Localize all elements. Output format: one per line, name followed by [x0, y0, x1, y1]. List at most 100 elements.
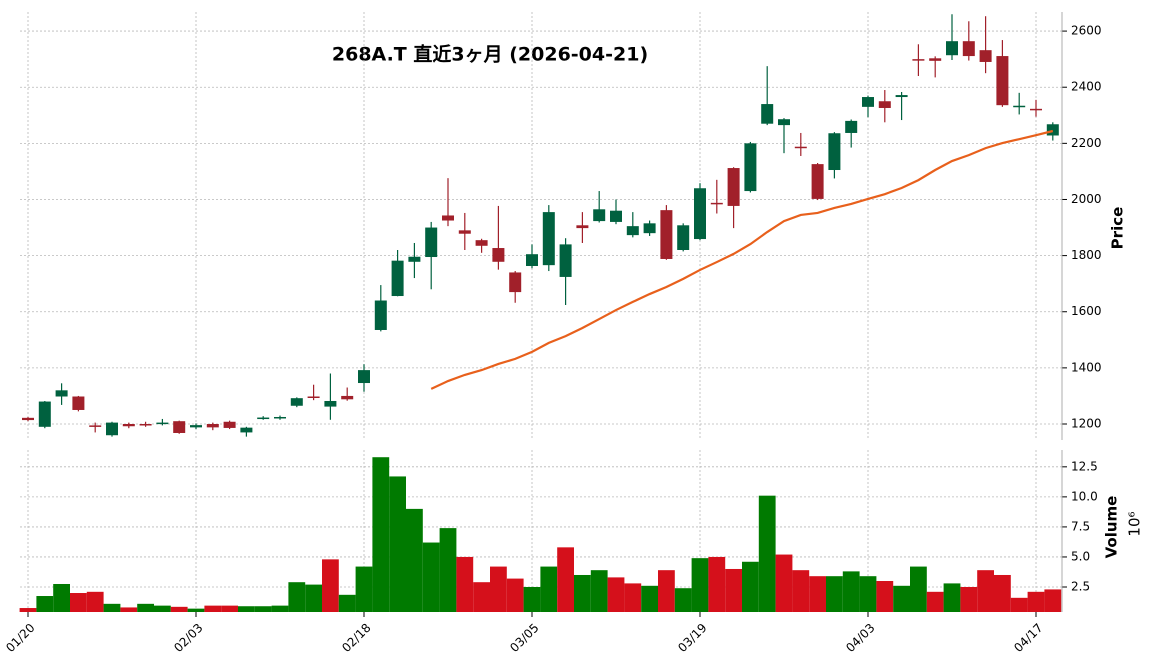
volume-bar [926, 591, 944, 612]
candle-body [677, 225, 690, 250]
candle-body [139, 424, 152, 426]
volume-bar [19, 608, 37, 612]
candle-body [458, 230, 471, 234]
y-tick-label: 1200 [1071, 417, 1102, 431]
y-axis-multiplier: 10⁶ [1126, 511, 1144, 536]
volume-bar [490, 566, 507, 612]
volume-bar [977, 570, 994, 612]
volume-bar [221, 605, 238, 612]
candle-body [811, 164, 824, 199]
volume-bar [792, 570, 810, 612]
y-tick-label: 10.0 [1071, 489, 1098, 503]
candle-body [710, 202, 723, 205]
volume-bar [775, 554, 793, 612]
volume-bar [1010, 597, 1028, 612]
volume-bar [590, 570, 608, 612]
candle-body [391, 260, 404, 297]
volume-bar [725, 568, 742, 612]
volume-bar [557, 547, 574, 612]
y-tick-label: 1600 [1071, 304, 1102, 318]
volume-bar [893, 585, 910, 612]
candle-body [996, 56, 1009, 106]
candle-body [106, 422, 118, 436]
candle-body [862, 97, 874, 107]
y-tick-label: 2000 [1071, 192, 1102, 206]
y-axis-label: Price [1109, 207, 1127, 250]
x-tick-label: 03/05 [507, 621, 541, 655]
volume-bar [53, 583, 70, 612]
volume-bar [70, 593, 87, 612]
candle-body [744, 143, 757, 192]
volume-bar [574, 574, 591, 612]
volume-bar [1027, 591, 1045, 612]
candle-body [946, 41, 958, 56]
y-tick-label: 2400 [1071, 80, 1102, 94]
volume-bar [943, 583, 961, 612]
candle-body [72, 396, 85, 410]
candle-body [509, 272, 522, 293]
candle-body [475, 240, 488, 246]
y-tick-label: 2200 [1071, 136, 1102, 150]
candle-body [912, 59, 925, 61]
volume-bar [238, 606, 255, 612]
volume-bar [154, 605, 171, 612]
candle-body [643, 223, 656, 234]
candle-body [694, 188, 706, 240]
candle-body [156, 422, 169, 425]
candle-body [761, 104, 774, 124]
moving-average-line [430, 129, 1054, 390]
x-tick-label: 02/03 [171, 621, 205, 655]
y-axis-label: Volume [1103, 496, 1121, 559]
volume-bar [1044, 589, 1062, 612]
candle-body [542, 212, 555, 266]
volume-bar [254, 606, 272, 612]
candle-body [290, 398, 303, 406]
x-tick-label: 04/17 [1011, 621, 1045, 655]
volume-bar [994, 574, 1011, 612]
candle-body [257, 417, 270, 420]
candle-body [962, 41, 975, 57]
volume-bar [859, 576, 877, 612]
candle-body [778, 119, 790, 126]
candle-body [593, 209, 606, 222]
candle-body [442, 215, 454, 221]
volume-bar [86, 591, 104, 612]
volume-bar [506, 578, 524, 612]
volume-bar [288, 582, 306, 612]
volume-bar [641, 585, 658, 612]
candle-body [408, 256, 421, 262]
candle-body [55, 390, 68, 397]
volume-bar [674, 588, 692, 612]
y-tick-label: 12.5 [1071, 459, 1098, 473]
candle-body [89, 425, 102, 427]
volume-bar [960, 587, 978, 612]
volume-bar [910, 566, 927, 612]
x-tick-label: 03/19 [675, 621, 709, 655]
volume-bar [607, 577, 625, 612]
candle-body [1013, 105, 1026, 108]
volume-bar [523, 587, 541, 612]
volume-bar [187, 608, 205, 612]
candle-body [526, 254, 538, 266]
candle-body [240, 427, 253, 433]
y-tick-label: 2.5 [1071, 580, 1090, 594]
volume-bar [271, 605, 289, 612]
volume-bar [876, 580, 894, 612]
candle-body [223, 421, 236, 428]
volume-bar [439, 528, 457, 612]
candle-body [22, 417, 34, 421]
volume-bar [708, 556, 726, 612]
candle-body [374, 300, 387, 330]
candle-body [828, 133, 841, 171]
y-tick-label: 1800 [1071, 248, 1102, 262]
volume-bar [422, 542, 440, 612]
candle-body [979, 50, 992, 62]
candle-body [576, 225, 589, 229]
candle-body [341, 395, 354, 400]
volume-bar [758, 495, 776, 612]
candle-body [173, 421, 186, 433]
candle-body [660, 210, 673, 259]
candle-body [122, 424, 135, 427]
candle-body [1046, 124, 1059, 136]
